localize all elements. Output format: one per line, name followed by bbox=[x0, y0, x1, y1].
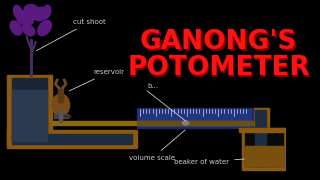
Text: GANONG'S: GANONG'S bbox=[141, 30, 299, 57]
Text: POTOMETER: POTOMETER bbox=[127, 55, 310, 81]
Text: volume scale: volume scale bbox=[129, 130, 185, 161]
Ellipse shape bbox=[24, 4, 38, 15]
Text: cut shoot: cut shoot bbox=[36, 19, 106, 51]
Bar bbox=[7, 130, 137, 148]
Bar bbox=[137, 108, 252, 128]
Bar bbox=[12, 134, 132, 144]
Text: b...: b... bbox=[147, 83, 158, 89]
Bar bbox=[53, 114, 68, 118]
Bar bbox=[64, 115, 70, 117]
Ellipse shape bbox=[182, 121, 189, 125]
Bar bbox=[245, 128, 283, 166]
Bar bbox=[239, 128, 289, 132]
Bar bbox=[12, 78, 47, 141]
Ellipse shape bbox=[42, 5, 51, 19]
Ellipse shape bbox=[10, 21, 22, 35]
Bar bbox=[58, 88, 63, 102]
Text: reservoir: reservoir bbox=[69, 69, 125, 91]
Text: GANONG'S: GANONG'S bbox=[140, 29, 297, 55]
Bar bbox=[137, 121, 254, 125]
Ellipse shape bbox=[38, 20, 52, 36]
Bar bbox=[245, 146, 283, 166]
Bar bbox=[52, 121, 140, 125]
Ellipse shape bbox=[52, 94, 70, 116]
Text: beaker of water: beaker of water bbox=[174, 158, 257, 165]
Ellipse shape bbox=[16, 11, 34, 25]
Ellipse shape bbox=[32, 7, 48, 21]
Bar bbox=[138, 120, 251, 126]
Ellipse shape bbox=[13, 5, 22, 19]
Bar bbox=[12, 90, 47, 141]
Bar bbox=[59, 110, 62, 122]
Bar bbox=[242, 128, 286, 170]
Bar bbox=[255, 110, 266, 166]
Bar bbox=[7, 75, 52, 145]
Bar bbox=[252, 108, 268, 168]
Text: POTOMETER: POTOMETER bbox=[129, 57, 311, 82]
Bar bbox=[138, 109, 251, 119]
Ellipse shape bbox=[22, 24, 35, 36]
